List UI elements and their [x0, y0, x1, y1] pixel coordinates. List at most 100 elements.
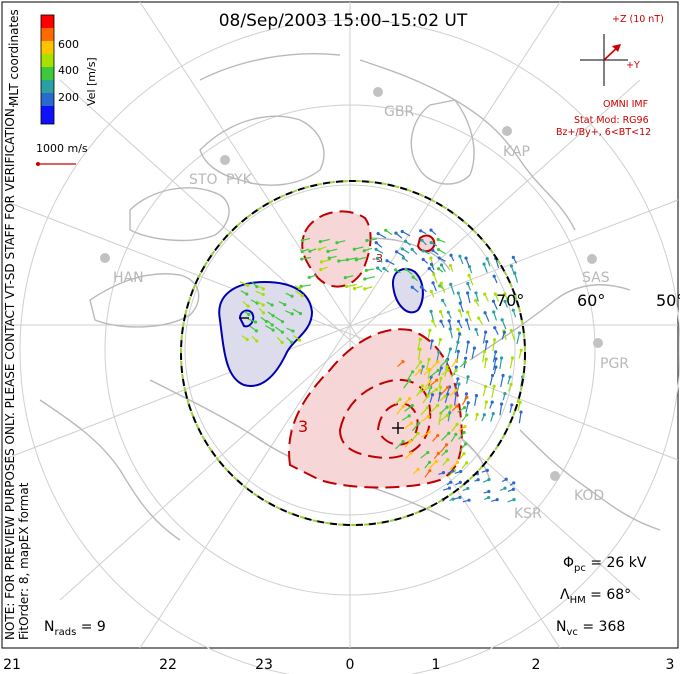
mlt-axis: 21 22 23 0 1 2 3 — [3, 657, 674, 673]
velocity-vector — [386, 260, 395, 266]
velocity-vector — [429, 405, 439, 414]
velocity-vector — [420, 407, 428, 416]
velocity-vector — [457, 407, 465, 413]
velocity-vector — [242, 301, 249, 307]
velocity-vector — [285, 310, 293, 315]
velocity-vector — [385, 229, 393, 236]
mlt-label: 1 — [432, 657, 441, 673]
velocity-vector — [427, 369, 431, 380]
velocity-vector — [411, 422, 420, 432]
velocity-vector — [507, 376, 511, 385]
velocity-vector — [404, 405, 413, 412]
positive-cell — [288, 328, 463, 489]
station-label: STO — [189, 172, 217, 188]
velocity-vector — [422, 250, 430, 255]
velocity-vector — [457, 292, 463, 303]
velocity-vector — [395, 232, 403, 239]
velocity-vector — [258, 308, 264, 314]
velocity-vector — [428, 461, 437, 469]
colorbar-swatch — [41, 93, 54, 106]
page-title: 08/Sep/2003 15:00–15:02 UT — [219, 11, 468, 31]
velocity-vector — [417, 339, 421, 351]
velocity-vector — [483, 490, 490, 494]
velocity-vector — [421, 286, 427, 293]
stat-lambda-hm: ΛHM = 68° — [560, 587, 631, 606]
velocity-vector — [421, 386, 430, 393]
velocity-vector — [364, 286, 373, 290]
velocity-vector — [509, 482, 515, 486]
velocity-vector — [455, 378, 459, 389]
velocity-vector — [422, 395, 429, 404]
velocity-vector — [421, 239, 427, 246]
station-label: PYK — [226, 172, 253, 188]
velocity-vector — [430, 257, 434, 268]
velocity-vector — [489, 375, 494, 386]
velocity-vector — [286, 327, 294, 332]
velocity-vector — [484, 312, 490, 322]
station-markers — [100, 87, 603, 481]
velocity-vector — [451, 424, 458, 432]
velocity-vector — [410, 433, 419, 442]
velocity-vector — [414, 370, 421, 377]
velocity-vector — [265, 325, 274, 331]
station-label: HAN — [113, 270, 144, 286]
velocity-vector — [440, 406, 448, 414]
velocity-vector — [375, 242, 383, 248]
velocity-vector — [240, 290, 248, 295]
velocity-vector — [401, 415, 410, 421]
velocity-vector — [453, 393, 457, 406]
velocity-vector — [481, 414, 485, 422]
station-labels: GBR KAP STO PYK HAN SAS PGR KOD KSR — [113, 104, 629, 522]
mlt-label: 21 — [3, 657, 21, 673]
velocity-vector — [482, 351, 485, 363]
colorbar-swatch — [41, 15, 54, 28]
velocity-vector — [486, 258, 491, 267]
velocity-vector — [413, 468, 419, 474]
velocity-vector — [490, 413, 494, 422]
velocity-vector — [449, 265, 454, 273]
velocity-vector — [255, 290, 264, 296]
imf-source: OMNI IMF — [603, 99, 648, 110]
velocity-vector — [428, 389, 437, 395]
velocity-vector — [440, 282, 446, 293]
velocity-vector — [250, 299, 258, 304]
velocity-vector — [256, 300, 264, 306]
velocity-vector — [377, 267, 383, 273]
velocity-vector — [301, 256, 312, 260]
velocity-vector — [466, 319, 471, 331]
velocity-vector — [451, 359, 457, 368]
velocity-vector — [462, 499, 470, 503]
velocity-vector — [450, 255, 455, 262]
velocity-vector — [421, 431, 430, 438]
velocity-vector — [475, 300, 480, 307]
velocity-vector — [441, 450, 447, 457]
velocity-vector — [508, 384, 512, 392]
velocity-vector — [447, 470, 454, 474]
velocity-vector — [405, 268, 413, 275]
velocity-vector — [285, 292, 293, 297]
velocity-vector — [510, 330, 516, 341]
velocity-vector — [461, 462, 468, 470]
velocity-vector — [247, 318, 256, 323]
velocity-vector — [433, 274, 438, 284]
velocity-vector — [484, 293, 489, 302]
velocity-vector — [375, 248, 384, 254]
velocity-vector — [492, 300, 498, 310]
velocity-vector — [430, 361, 439, 370]
velocity-vector — [421, 416, 429, 423]
velocity-vector — [467, 283, 472, 291]
velocity-vector — [455, 481, 461, 486]
velocity-vector — [395, 441, 404, 450]
velocity-vector — [347, 257, 358, 261]
velocity-vector — [336, 240, 346, 244]
velocity-vector — [364, 247, 373, 252]
velocity-vector — [478, 317, 484, 325]
station-label: KOD — [574, 488, 604, 504]
velocity-vector — [442, 300, 447, 307]
velocity-vector — [418, 349, 421, 361]
colorbar-tick: 200 — [58, 91, 79, 104]
velocity-vector — [402, 248, 410, 254]
velocity-vector — [449, 389, 457, 397]
velocity-vector — [518, 411, 522, 424]
velocity-vector — [402, 257, 409, 263]
